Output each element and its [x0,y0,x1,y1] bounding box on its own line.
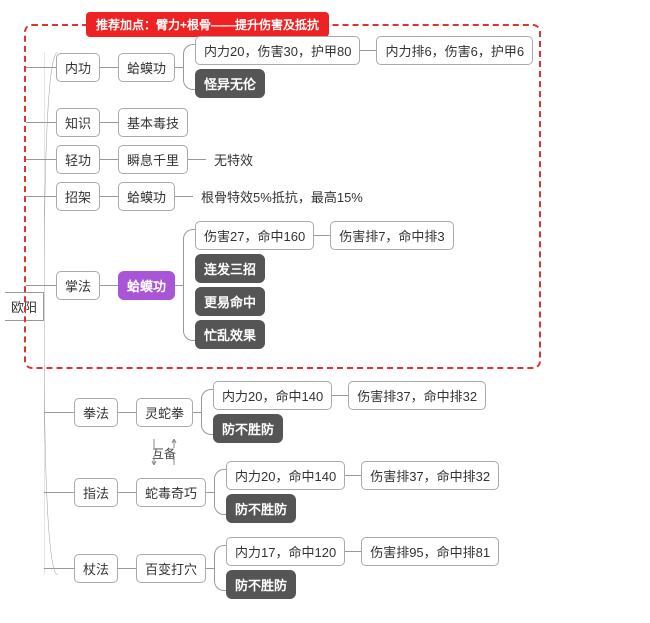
category-quanfa: 拳法 灵蛇拳 内力20，命中140 伤害排37，命中排32 防不胜防 [44,379,541,445]
children-container: 推荐加点：臂力+根骨——提升伤害及抵抗 内功 蛤蟆功 内力20，伤害30，护甲8… [44,10,541,603]
stats-node: 内力20，伤害30，护甲80 [195,36,360,65]
skill-node: 蛤蟆功 [118,53,175,82]
bracket-icon [183,44,195,90]
connector [314,235,330,236]
skill-node: 蛤蟆功 [118,182,175,211]
outer-bracket-icon [44,52,58,575]
rank-node: 伤害排7，命中排3 [330,221,453,250]
stats-node: 内力20，命中140 [213,381,332,410]
connector [175,67,183,68]
detail-stack: 内力20，命中140 伤害排37，命中排32 防不胜防 [226,459,499,525]
connector [188,159,206,160]
detail-stack: 内力17，命中120 伤害排95，命中排81 防不胜防 [226,535,499,601]
special-node: 忙乱效果 [195,320,265,349]
connector [118,412,136,413]
special-node: 防不胜防 [226,570,296,599]
cat-label: 杖法 [74,554,118,583]
category-zhangfa: 掌法 蛤蟆功 伤害27，命中160 伤害排7，命中排3 连发三招 更易命中 忙乱… [26,219,533,351]
connector [100,196,118,197]
category-qinggong: 轻功 瞬息千里 无特效 [26,145,533,174]
skill-node: 百变打穴 [136,554,206,583]
mindmap-root: 欧阳 推荐加点：臂力+根骨——提升伤害及抵抗 内功 蛤蟆功 内力20，伤害30，… [5,10,650,603]
rank-node: 伤害排37，命中排32 [361,461,499,490]
bracket-icon [214,545,226,591]
detail-stack: 内力20，伤害30，护甲80 内力排6，伤害6，护甲6 怪异无伦 [195,34,533,100]
skill-node: 基本毒技 [118,108,188,137]
connector [206,492,214,493]
skill-node: 瞬息千里 [118,145,188,174]
stats-node: 内力17，命中120 [226,537,345,566]
stats-node: 内力20，命中140 [226,461,345,490]
connector [345,475,361,476]
cat-label: 知识 [56,108,100,137]
category-zhishi: 知识 基本毒技 [26,108,533,137]
connector [100,122,118,123]
rank-node: 内力排6，伤害6，护甲6 [376,36,533,65]
category-zhangfa2: 杖法 百变打穴 内力17，命中120 伤害排95，命中排81 防不胜防 [44,535,541,601]
skill-node: 灵蛇拳 [136,398,193,427]
connector [118,568,136,569]
cat-label: 拳法 [74,398,118,427]
category-zhaojia: 招架 蛤蟆功 根骨特效5%抵抗，最高15% [26,182,533,211]
note-node: 根骨特效5%抵抗，最高15% [193,183,371,210]
recommend-box: 推荐加点：臂力+根骨——提升伤害及抵抗 内功 蛤蟆功 内力20，伤害30，护甲8… [24,24,541,369]
connector [118,492,136,493]
cat-label: 掌法 [56,271,100,300]
detail-stack: 伤害27，命中160 伤害排7，命中排3 连发三招 更易命中 忙乱效果 [195,219,454,351]
note-node: 无特效 [206,146,261,173]
detail-stack: 内力20，命中140 伤害排37，命中排32 防不胜防 [213,379,486,445]
rank-node: 伤害排37，命中排32 [348,381,486,410]
category-zhifa: 指法 蛇毒奇巧 内力20，命中140 伤害排37，命中排32 防不胜防 [44,459,541,525]
connector [345,551,361,552]
special-node: 更易命中 [195,287,265,316]
special-node: 连发三招 [195,254,265,283]
bracket-icon [214,469,226,515]
stats-node: 伤害27，命中160 [195,221,314,250]
cat-label: 轻功 [56,145,100,174]
connector [206,568,214,569]
connector [360,50,376,51]
cat-label: 指法 [74,478,118,507]
bracket-icon [183,229,195,341]
connector [100,285,118,286]
category-neigong: 内功 蛤蟆功 内力20，伤害30，护甲80 内力排6，伤害6，护甲6 怪异无伦 [26,34,533,100]
connector [332,395,348,396]
cat-label: 招架 [56,182,100,211]
connector [100,159,118,160]
cat-label: 内功 [56,53,100,82]
skill-node: 蛇毒奇巧 [136,478,206,507]
bracket-icon [201,389,213,435]
skill-node-purple: 蛤蟆功 [118,271,175,300]
special-node: 防不胜防 [213,414,283,443]
special-node: 防不胜防 [226,494,296,523]
connector [175,285,183,286]
special-node: 怪异无伦 [195,69,265,98]
connector [175,196,193,197]
connector [193,412,201,413]
connector [100,67,118,68]
rank-node: 伤害排95，命中排81 [361,537,499,566]
